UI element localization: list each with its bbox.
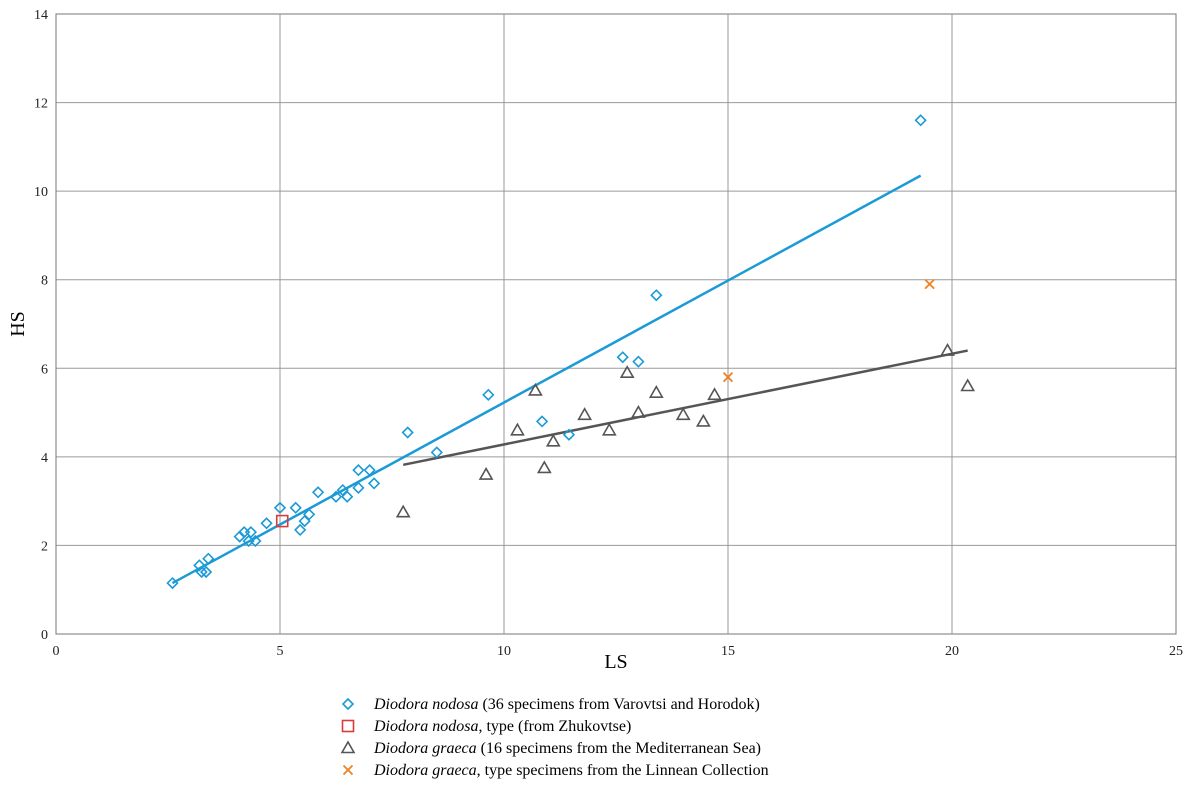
data-point-series-3 — [619, 365, 635, 379]
x-tick-label: 5 — [277, 644, 284, 659]
x-tick-label: 0 — [53, 644, 60, 659]
data-point-series-3 — [510, 422, 525, 436]
y-tick-label: 10 — [34, 185, 48, 200]
x-tick-labels: 0 5 10 15 20 25 — [53, 644, 1184, 659]
x-marker-stroke — [924, 279, 935, 290]
data-point-series-3 — [940, 342, 955, 356]
data-point-series-1 — [294, 523, 307, 537]
legend: Diodora nodosa (36 specimens from Varovt… — [340, 696, 769, 779]
data-point-series-1 — [430, 446, 443, 459]
data-point-series-3 — [675, 407, 691, 421]
x-marker-stroke — [342, 764, 354, 776]
grid — [55, 13, 1177, 635]
data-point-series-1 — [650, 289, 663, 302]
data-point-series-3 — [395, 504, 411, 518]
data-point-series-3 — [648, 385, 664, 398]
legend-label-2: Diodora nodosa, type (from Zhukovtse) — [373, 718, 631, 735]
data-point-series-4 — [924, 279, 935, 290]
data-point-series-1 — [249, 534, 262, 548]
legend-marker-3 — [340, 740, 356, 754]
data-point-series-1 — [289, 501, 302, 514]
data-point-series-1 — [352, 481, 365, 494]
data-point-series-1 — [535, 415, 549, 428]
legend-marker-4 — [342, 764, 354, 776]
data-point-series-1 — [616, 351, 629, 364]
legend-label-4: Diodora graeca, type specimens from the … — [373, 762, 769, 779]
data-point-series-1 — [367, 477, 381, 490]
data-point-series-1 — [199, 565, 213, 579]
legend-marker-2 — [341, 719, 355, 733]
data-point-series-1 — [260, 517, 273, 530]
data-point-series-1 — [341, 490, 354, 503]
x-marker-stroke — [722, 372, 734, 383]
data-point-series-3 — [536, 460, 552, 474]
y-axis-label: HS — [7, 311, 29, 337]
data-point-series-1 — [166, 576, 179, 590]
data-point-series-1 — [302, 508, 316, 521]
data-point-series-3 — [960, 378, 976, 392]
data-point-series-3 — [707, 387, 722, 401]
y-tick-label: 0 — [41, 628, 48, 643]
data-point-series-4 — [722, 372, 734, 383]
data-point-series-3 — [545, 433, 561, 447]
y-tick-label: 6 — [41, 362, 48, 377]
data-point-series-2 — [275, 514, 289, 528]
data-point-series-3 — [577, 407, 593, 421]
trendline — [171, 174, 922, 585]
x-tick-label: 10 — [497, 644, 511, 659]
plot-frame — [55, 13, 1177, 635]
x-tick-label: 15 — [721, 644, 735, 659]
data-point-series-1 — [352, 464, 365, 477]
data-point-series-1 — [329, 490, 343, 503]
data-point-series-3 — [695, 413, 711, 427]
data-point-series-1 — [632, 355, 645, 368]
data-point-series-3 — [478, 466, 494, 480]
trendlines — [171, 174, 968, 585]
legend-marker-1 — [341, 697, 355, 711]
data-point-series-1 — [244, 526, 258, 539]
data-point-series-1 — [914, 114, 927, 127]
data-point-series-1 — [311, 486, 325, 499]
data-point-series-1 — [401, 426, 414, 439]
y-tick-label: 2 — [41, 539, 48, 554]
y-tick-label: 12 — [34, 97, 48, 112]
data-point-series-1 — [363, 464, 376, 477]
data-point-series-1 — [202, 552, 215, 565]
x-tick-label: 25 — [1169, 644, 1183, 659]
trendline — [402, 349, 968, 467]
data-point-series-3 — [631, 404, 646, 418]
data-point-series-3 — [601, 422, 617, 436]
y-tick-label: 14 — [34, 8, 48, 23]
y-tick-labels: 0 2 4 6 8 10 12 14 — [34, 8, 48, 643]
legend-label-1: Diodora nodosa (36 specimens from Varovt… — [373, 696, 760, 713]
y-tick-label: 4 — [41, 451, 48, 466]
markers — [166, 114, 976, 590]
data-point-series-1 — [273, 501, 287, 514]
data-point-series-1 — [482, 388, 495, 401]
x-axis-label: LS — [604, 651, 627, 673]
data-point-series-1 — [562, 428, 576, 441]
y-tick-label: 8 — [41, 274, 48, 289]
data-point-series-1 — [195, 565, 208, 579]
data-point-series-3 — [527, 382, 543, 396]
legend-label-3: Diodora graeca (16 specimens from the Me… — [373, 740, 761, 757]
x-tick-label: 20 — [945, 644, 959, 659]
